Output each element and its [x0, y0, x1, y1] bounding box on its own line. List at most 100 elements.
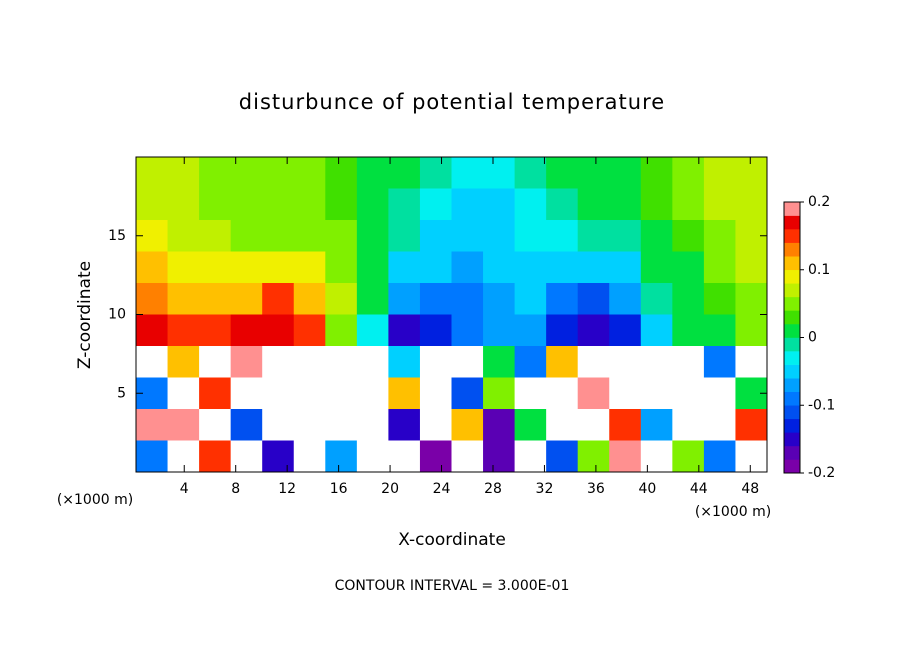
cell [577, 314, 610, 347]
y-axis-label: Z-coordinate [75, 261, 95, 369]
x-tick-label: 4 [180, 481, 189, 497]
x-unit: (×1000 m) [695, 504, 771, 520]
cell [483, 346, 516, 378]
x-tick-label: 28 [484, 481, 502, 497]
cell [356, 188, 389, 221]
cell [672, 314, 705, 347]
cell [483, 157, 516, 189]
cell [199, 283, 232, 315]
colorbar-swatch [784, 391, 800, 406]
cell [230, 220, 263, 252]
colorbar-swatch [784, 405, 800, 420]
cell [672, 346, 705, 378]
cell [419, 157, 452, 189]
cell [609, 440, 642, 473]
colorbar-swatch [784, 378, 800, 392]
cell [199, 314, 232, 347]
cell [136, 314, 169, 347]
cell [356, 220, 389, 252]
cell [388, 346, 421, 378]
cell [703, 157, 736, 189]
cell [419, 220, 452, 252]
cell [262, 377, 295, 410]
cell [735, 440, 768, 473]
cell [514, 409, 547, 441]
cell [293, 220, 326, 252]
cell [672, 251, 705, 284]
cell [577, 377, 610, 410]
cell [419, 251, 452, 284]
cell [388, 283, 421, 315]
cell [672, 440, 705, 473]
cell [167, 440, 200, 473]
cell [325, 283, 358, 315]
cell [546, 440, 579, 473]
x-tick-label: 16 [330, 481, 348, 497]
cell [609, 157, 642, 189]
cell [262, 409, 295, 441]
cell [514, 188, 547, 221]
colorbar-swatch [784, 269, 800, 284]
cell [262, 314, 295, 347]
cell [167, 251, 200, 284]
cell [735, 346, 768, 378]
cell [167, 346, 200, 378]
cell [262, 346, 295, 378]
cell [735, 314, 768, 347]
cell [640, 440, 673, 473]
cell [609, 188, 642, 221]
cell [514, 283, 547, 315]
cell [735, 409, 768, 441]
cell [640, 220, 673, 252]
cell [703, 220, 736, 252]
cell [230, 377, 263, 410]
cell [167, 314, 200, 347]
cell [546, 220, 579, 252]
cell [546, 188, 579, 221]
cell [514, 251, 547, 284]
cell [640, 283, 673, 315]
colorbar-tick-label: -0.1 [808, 397, 835, 413]
cell [230, 346, 263, 378]
x-tick-label: 36 [587, 481, 605, 497]
cell [546, 283, 579, 315]
cell [388, 251, 421, 284]
cell [577, 157, 610, 189]
cell [735, 283, 768, 315]
x-tick-label: 40 [638, 481, 656, 497]
x-unit: (×1000 m) [57, 492, 133, 508]
cell [577, 188, 610, 221]
cell [325, 188, 358, 221]
cell [293, 251, 326, 284]
cell [167, 409, 200, 441]
colorbar-swatch [784, 229, 800, 243]
cell [483, 314, 516, 347]
cell [609, 409, 642, 441]
cell [483, 188, 516, 221]
annotation: CONTOUR INTERVAL = 3.000E-01 [335, 578, 570, 594]
cell [388, 409, 421, 441]
cell [703, 188, 736, 221]
cell [451, 220, 484, 252]
cell [136, 409, 169, 441]
cell [514, 314, 547, 347]
cell [451, 440, 484, 473]
colorbar-swatch [784, 351, 800, 365]
cell [356, 157, 389, 189]
colorbar-tick-label: 0.2 [808, 194, 830, 210]
cell [388, 440, 421, 473]
x-tick-label: 24 [433, 481, 451, 497]
colorbar-tick-label: 0.1 [808, 262, 830, 278]
colorbar-swatch [784, 459, 800, 474]
cell [546, 377, 579, 410]
cell [640, 188, 673, 221]
cell [609, 377, 642, 410]
colorbar-tick-label: 0 [808, 330, 817, 346]
cell [451, 157, 484, 189]
cell [577, 220, 610, 252]
cell [136, 251, 169, 284]
cell [199, 409, 232, 441]
cell [199, 188, 232, 221]
cell [451, 409, 484, 441]
